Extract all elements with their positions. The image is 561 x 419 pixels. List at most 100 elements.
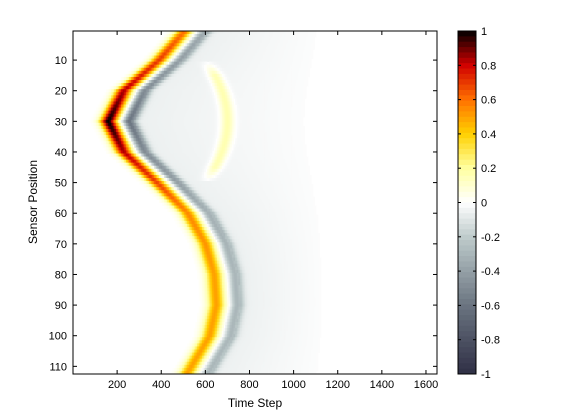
heatmap-cell (223, 125, 226, 130)
heatmap-cell (218, 89, 221, 93)
heatmap-cell (278, 119, 281, 124)
heatmap-cell (207, 159, 210, 164)
heatmap-cell (162, 43, 165, 47)
heatmap-cell (259, 73, 263, 78)
heatmap-cell (283, 125, 286, 130)
heatmap-cell (173, 55, 176, 59)
heatmap-cell (167, 101, 170, 105)
heatmap-cell (302, 132, 306, 136)
heatmap-cell (202, 98, 205, 102)
heatmap-cell (172, 98, 175, 102)
heatmap-cell (107, 119, 110, 124)
heatmap-cell (245, 31, 248, 35)
heatmap-cell (168, 37, 172, 41)
heatmap-cell (228, 119, 231, 124)
heatmap-cell (119, 129, 122, 133)
heatmap-cell (154, 89, 157, 93)
heatmap-cell (152, 107, 155, 112)
heatmap-cell (187, 113, 190, 118)
heatmap-cell (182, 67, 185, 72)
heatmap-cell (195, 55, 198, 59)
heatmap-cell (170, 58, 173, 63)
heatmap-cell (248, 83, 251, 87)
heatmap-cell (233, 46, 236, 50)
heatmap-cell (241, 122, 244, 127)
heatmap-cell (296, 83, 299, 87)
heatmap-cell (278, 40, 281, 44)
heatmap-cell (149, 80, 152, 84)
heatmap-cell (211, 67, 215, 72)
heatmap-cell (218, 129, 221, 133)
heatmap-cell (268, 64, 271, 69)
heatmap-cell (127, 95, 130, 99)
heatmap-cell (193, 83, 196, 87)
heatmap-cell (142, 122, 145, 127)
heatmap-cell (213, 83, 216, 87)
heatmap-cell (208, 46, 211, 50)
heatmap-cell (190, 64, 193, 69)
heatmap-cell (203, 129, 206, 133)
heatmap-cell (238, 98, 241, 102)
heatmap-cell (111, 125, 114, 130)
heatmap-cell (125, 98, 128, 102)
heatmap-cell (301, 49, 304, 53)
heatmap-cell (142, 70, 145, 75)
heatmap-cell (119, 113, 122, 118)
heatmap-cell (231, 40, 234, 44)
heatmap-cell (89, 119, 92, 124)
heatmap-cell (139, 73, 142, 78)
heatmap-cell (221, 104, 224, 108)
heatmap-cell (187, 129, 190, 133)
heatmap-cell (228, 80, 231, 84)
heatmap-cell (162, 101, 165, 105)
heatmap-cell (135, 113, 138, 118)
heatmap-cell (289, 52, 292, 56)
heatmap-cell (182, 37, 185, 41)
heatmap-cell (264, 67, 267, 72)
heatmap-cell (127, 107, 130, 112)
heatmap-cell (296, 73, 299, 78)
heatmap-cell (154, 58, 157, 63)
heatmap-cell (112, 119, 115, 124)
heatmap-cell (200, 43, 203, 47)
heatmap-cell (230, 119, 233, 124)
heatmap-cell (301, 101, 304, 105)
heatmap-cell (157, 113, 160, 118)
heatmap-cell (240, 31, 243, 35)
heatmap-cell (144, 76, 147, 81)
heatmap-cell (298, 116, 301, 121)
heatmap-cell (241, 49, 244, 53)
heatmap-cell (193, 70, 196, 75)
heatmap-cell (117, 125, 120, 130)
heatmap-cell (266, 43, 269, 47)
heatmap-cell (225, 129, 228, 133)
heatmap-cell (243, 73, 246, 78)
heatmap-cell (299, 37, 302, 41)
heatmap-cell (168, 49, 172, 53)
heatmap-cell (312, 34, 315, 38)
heatmap-cell (271, 46, 274, 50)
heatmap-cell (278, 46, 281, 50)
heatmap-cell (223, 129, 226, 133)
heatmap-cell (235, 101, 238, 105)
heatmap-cell (112, 98, 115, 102)
heatmap-cell (248, 61, 251, 66)
heatmap-cell (175, 70, 178, 75)
heatmap-cell (259, 34, 263, 38)
heatmap-cell (125, 132, 128, 136)
heatmap-cell (274, 116, 277, 121)
heatmap-cell (236, 37, 239, 41)
heatmap-cell (185, 113, 188, 118)
heatmap-cell (255, 104, 258, 108)
heatmap-cell (304, 76, 307, 81)
heatmap-cell (306, 34, 309, 38)
heatmap-cell (172, 58, 175, 63)
heatmap-cell (140, 125, 143, 130)
heatmap-cell (207, 83, 210, 87)
heatmap-cell (190, 104, 193, 108)
heatmap-cell (132, 80, 135, 84)
heatmap-cell (268, 67, 271, 72)
heatmap-cell (250, 98, 253, 102)
heatmap-cell (175, 67, 178, 72)
heatmap-cell (268, 46, 271, 50)
